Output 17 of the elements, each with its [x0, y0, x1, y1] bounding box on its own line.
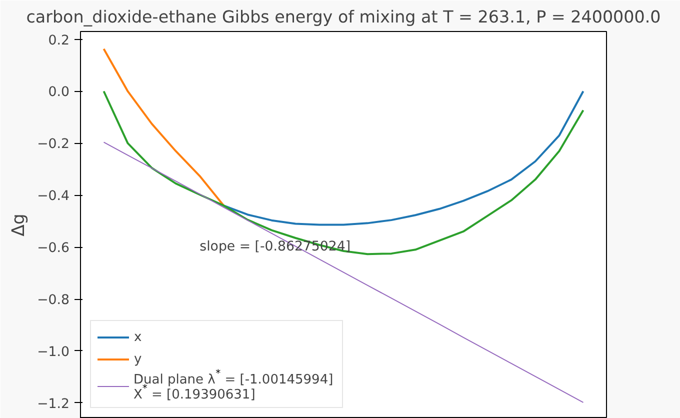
y-tick-label: −0.8	[37, 293, 70, 308]
y-tick-label: 0.0	[48, 85, 70, 100]
y-tick-label: −0.2	[37, 137, 70, 152]
y-tick-label: −0.6	[37, 241, 70, 256]
y-axis-title: Δg	[9, 214, 30, 236]
line-series	[102, 90, 584, 256]
chart-title: carbon_dioxide-ethane Gibbs energy of mixing at T = 263.1, P = 2400000.0	[26, 8, 661, 26]
y-tick-label: −1.2	[37, 396, 70, 412]
line-series	[102, 48, 225, 207]
y-tick-label: 0.2	[48, 33, 70, 48]
legend-label: y	[134, 352, 143, 366]
y-tick-label: −1.0	[37, 344, 70, 360]
line-series	[103, 142, 584, 403]
y-tick-label: −0.4	[37, 189, 70, 204]
text: Dual plane λ* = [-1.00145994] X* = [0.19390631]	[134, 368, 334, 403]
line-series	[222, 90, 584, 226]
legend-label: x	[134, 330, 143, 344]
